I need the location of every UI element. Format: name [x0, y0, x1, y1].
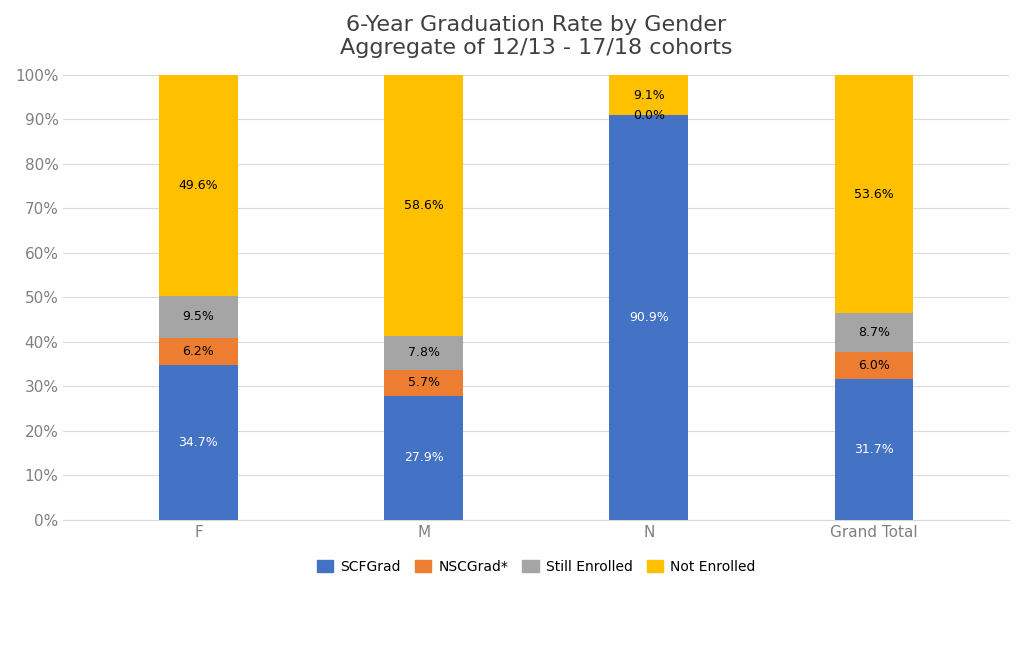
Text: 31.7%: 31.7% [854, 443, 894, 456]
Text: 5.7%: 5.7% [408, 377, 439, 390]
Text: 34.7%: 34.7% [178, 436, 218, 449]
Text: 53.6%: 53.6% [854, 188, 894, 201]
Text: 27.9%: 27.9% [403, 451, 443, 464]
Text: 9.1%: 9.1% [633, 89, 665, 102]
Text: 0.0%: 0.0% [633, 109, 665, 122]
Bar [384, 370, 463, 396]
Bar [159, 296, 238, 338]
Bar [835, 314, 913, 352]
Text: 6.2%: 6.2% [182, 345, 214, 358]
Bar [384, 336, 463, 370]
Text: 7.8%: 7.8% [408, 346, 439, 359]
Bar [159, 75, 238, 296]
Legend: SCFGrad, NSCGrad*, Still Enrolled, Not Enrolled: SCFGrad, NSCGrad*, Still Enrolled, Not E… [311, 554, 761, 579]
Text: 49.6%: 49.6% [178, 179, 218, 192]
Bar [159, 365, 238, 520]
Bar [609, 115, 688, 520]
Bar [609, 75, 688, 115]
Bar [384, 75, 463, 336]
Bar [159, 338, 238, 365]
Bar [384, 396, 463, 520]
Bar [835, 75, 913, 314]
Text: 90.9%: 90.9% [629, 311, 669, 324]
Bar [835, 379, 913, 520]
Text: 58.6%: 58.6% [403, 199, 443, 212]
Text: 9.5%: 9.5% [182, 310, 214, 323]
Text: 8.7%: 8.7% [858, 326, 890, 339]
Title: 6-Year Graduation Rate by Gender
Aggregate of 12/13 - 17/18 cohorts: 6-Year Graduation Rate by Gender Aggrega… [340, 15, 732, 58]
Bar [835, 352, 913, 379]
Text: 6.0%: 6.0% [858, 359, 890, 372]
